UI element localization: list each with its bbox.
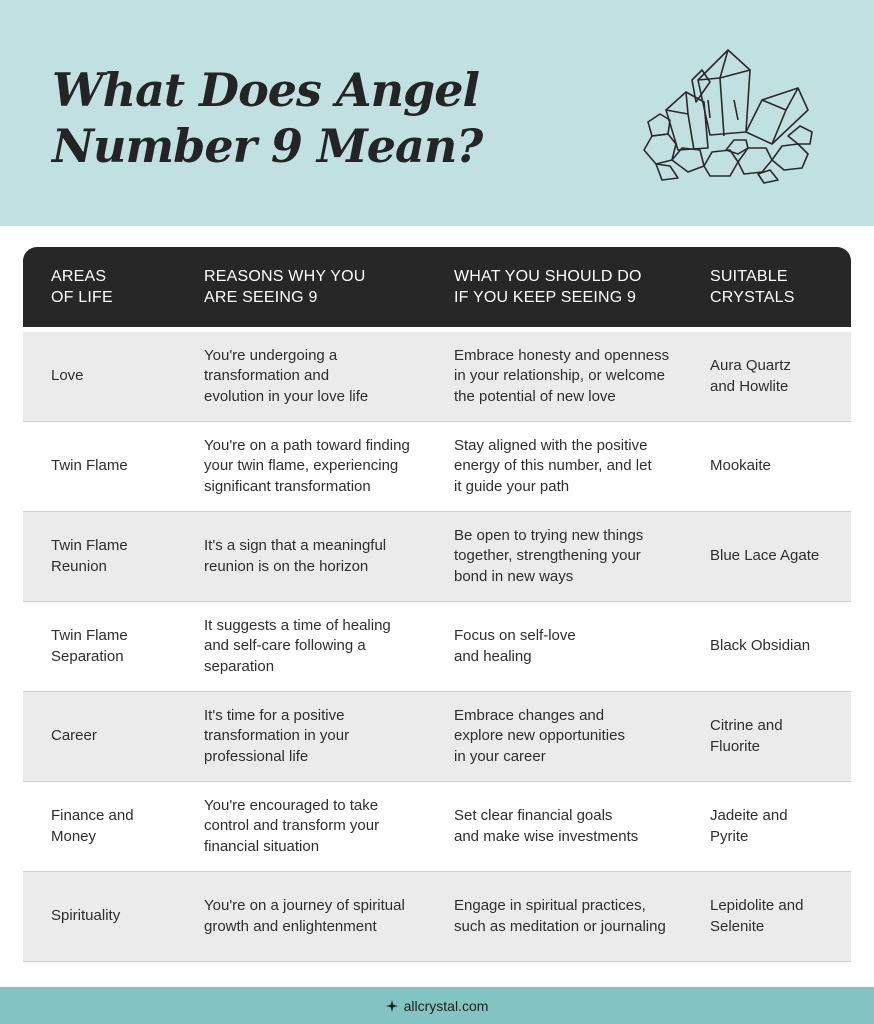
reason-cell: You're encouraged to take control and tr… [204, 796, 380, 855]
crystals-cell: Lepidolite and Selenite [710, 897, 804, 935]
crystal-cluster-icon [643, 49, 813, 184]
crystals-cell: Black Obsidian [710, 637, 811, 655]
crystals-cell: Blue Lace Agate [710, 547, 820, 565]
column-header-reasons: REASONS WHY YOU ARE SEEING 9 [204, 268, 366, 306]
brand-text: allcrystal.com [403, 997, 489, 1014]
column-header-actions: WHAT YOU SHOULD DO IF YOU KEEP SEEING 9 [454, 268, 642, 306]
crystals-cell: Aura Quartz and Howlite [710, 357, 791, 395]
action-cell: Embrace honesty and openness in your rel… [454, 346, 670, 405]
reason-cell: It's time for a positive transformation … [204, 706, 350, 765]
footer-bar: allcrystal.com [0, 987, 874, 1024]
table-row: Twin Flame Reunion It's a sign that a me… [23, 512, 851, 602]
action-cell: Stay aligned with the positive energy of… [454, 436, 652, 495]
area-cell: Finance and Money [51, 807, 134, 845]
crystals-cell: Citrine and Fluorite [710, 717, 783, 755]
table-row: Twin Flame Separation It suggests a time… [23, 602, 851, 692]
area-cell: Career [51, 727, 97, 745]
crystals-cell: Jadeite and Pyrite [710, 807, 788, 845]
column-header-crystals: SUITABLE CRYSTALS [710, 268, 795, 306]
area-cell: Spirituality [51, 907, 121, 925]
reason-cell: You're on a journey of spiritual growth … [204, 897, 405, 935]
table-row: Twin Flame You're on a path toward findi… [23, 422, 851, 512]
table-row: Finance and Money You're encouraged to t… [23, 782, 851, 872]
action-cell: Focus on self-love and healing [454, 627, 576, 665]
brand-link[interactable]: allcrystal.com [385, 997, 489, 1014]
sparkle-icon [385, 999, 398, 1012]
table-row: Love You're undergoing a transformation … [23, 332, 851, 422]
table-row: Career It's time for a positive transfor… [23, 692, 851, 782]
crystals-cell: Mookaite [710, 457, 771, 475]
action-cell: Engage in spiritual practices, such as m… [454, 897, 666, 935]
reason-cell: You're undergoing a transformation and e… [204, 346, 369, 405]
area-cell: Twin Flame Reunion [51, 537, 128, 575]
angel-number-table: AREAS OF LIFE REASONS WHY YOU ARE SEEING… [23, 247, 851, 962]
action-cell: Embrace changes and explore new opportun… [454, 706, 625, 765]
action-cell: Be open to trying new things together, s… [454, 526, 644, 585]
area-cell: Twin Flame [51, 457, 128, 475]
area-cell: Twin Flame Separation [51, 627, 128, 665]
reason-cell: It suggests a time of healing and self-c… [204, 616, 391, 675]
page-title: What Does Angel Number 9 Mean? [52, 63, 483, 173]
header-banner: What Does Angel Number 9 Mean? [0, 0, 874, 226]
table-row: Spirituality You're on a journey of spir… [23, 872, 851, 962]
action-cell: Set clear financial goals and make wise … [454, 807, 639, 845]
column-header-areas: AREAS OF LIFE [51, 268, 113, 306]
area-cell: Love [51, 367, 84, 385]
reason-cell: It's a sign that a meaningful reunion is… [204, 537, 387, 575]
table-header: AREAS OF LIFE REASONS WHY YOU ARE SEEING… [23, 247, 851, 327]
reason-cell: You're on a path toward finding your twi… [204, 436, 410, 495]
